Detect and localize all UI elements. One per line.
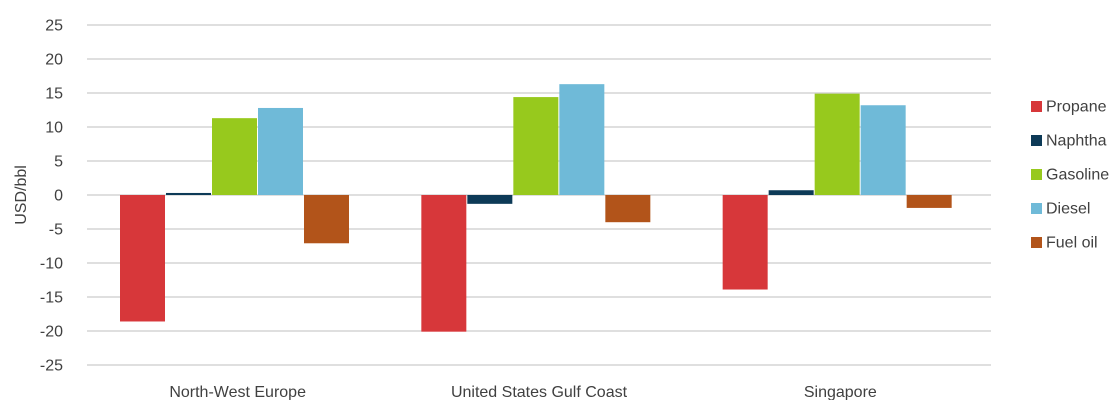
bar-gasoline — [212, 118, 257, 195]
bar-propane — [120, 195, 165, 322]
y-tick-label: 5 — [54, 154, 63, 171]
bar-fuel-oil — [304, 195, 349, 244]
y-tick-label: 20 — [45, 52, 63, 69]
legend-swatch — [1031, 135, 1042, 146]
bar-gasoline — [814, 93, 860, 195]
y-tick-label: -20 — [40, 324, 63, 341]
y-axis-ticks: 25 20 15 10 5 0 -5 -10 -15 -20 -25 — [40, 18, 63, 375]
legend-label: Gasoline — [1046, 167, 1109, 184]
y-tick-label: 15 — [45, 86, 63, 103]
bar-naphtha — [467, 195, 513, 204]
legend-label: Fuel oil — [1046, 235, 1098, 252]
legend-swatch — [1031, 101, 1042, 112]
y-tick-label: 0 — [54, 188, 63, 205]
x-category-label: North-West Europe — [169, 384, 306, 400]
legend-swatch — [1031, 169, 1042, 180]
bar-diesel — [258, 107, 303, 195]
legend-label: Diesel — [1046, 201, 1090, 218]
y-tick-label: 25 — [45, 18, 63, 35]
bar-propane — [421, 195, 467, 332]
y-tick-label: 10 — [45, 120, 63, 137]
legend-swatch — [1031, 237, 1042, 248]
bars — [120, 84, 952, 332]
y-tick-label: -25 — [40, 358, 63, 375]
bar-gasoline — [513, 97, 559, 195]
y-tick-label: -5 — [49, 222, 63, 239]
bar-fuel-oil — [906, 195, 952, 208]
legend-swatch — [1031, 203, 1042, 214]
x-category-label: United States Gulf Coast — [451, 384, 628, 400]
bar-diesel — [860, 105, 906, 195]
x-category-label: Singapore — [804, 384, 877, 400]
y-tick-label: -10 — [40, 256, 63, 273]
bar-naphtha — [166, 192, 211, 195]
x-axis-categories: North-West Europe United States Gulf Coas… — [169, 384, 877, 400]
legend-label: Propane — [1046, 99, 1107, 116]
bar-fuel-oil — [605, 195, 651, 223]
legend-label: Naphtha — [1046, 133, 1107, 150]
bar-propane — [722, 195, 768, 290]
y-tick-label: -15 — [40, 290, 63, 307]
bar-diesel — [559, 84, 605, 195]
y-axis-title: USD/bbl — [13, 165, 30, 225]
legend: Propane Naphtha Gasoline Diesel Fuel oil — [1031, 99, 1109, 252]
bar-naphtha — [768, 190, 814, 195]
